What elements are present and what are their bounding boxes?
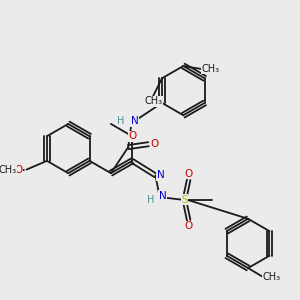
Text: CH₃: CH₃ xyxy=(202,64,220,74)
Text: CH₃: CH₃ xyxy=(262,272,280,282)
Text: O: O xyxy=(150,139,158,149)
Text: N: N xyxy=(159,190,167,201)
Text: S: S xyxy=(181,195,188,205)
Text: O: O xyxy=(184,169,193,179)
Text: CH₃: CH₃ xyxy=(0,165,17,175)
Text: O: O xyxy=(128,131,136,141)
Text: CH₃: CH₃ xyxy=(144,97,162,106)
Text: N: N xyxy=(131,116,139,126)
Text: O: O xyxy=(14,165,23,175)
Text: N: N xyxy=(157,170,165,180)
Text: H: H xyxy=(117,116,125,126)
Text: O: O xyxy=(184,221,193,231)
Text: H: H xyxy=(147,195,155,205)
